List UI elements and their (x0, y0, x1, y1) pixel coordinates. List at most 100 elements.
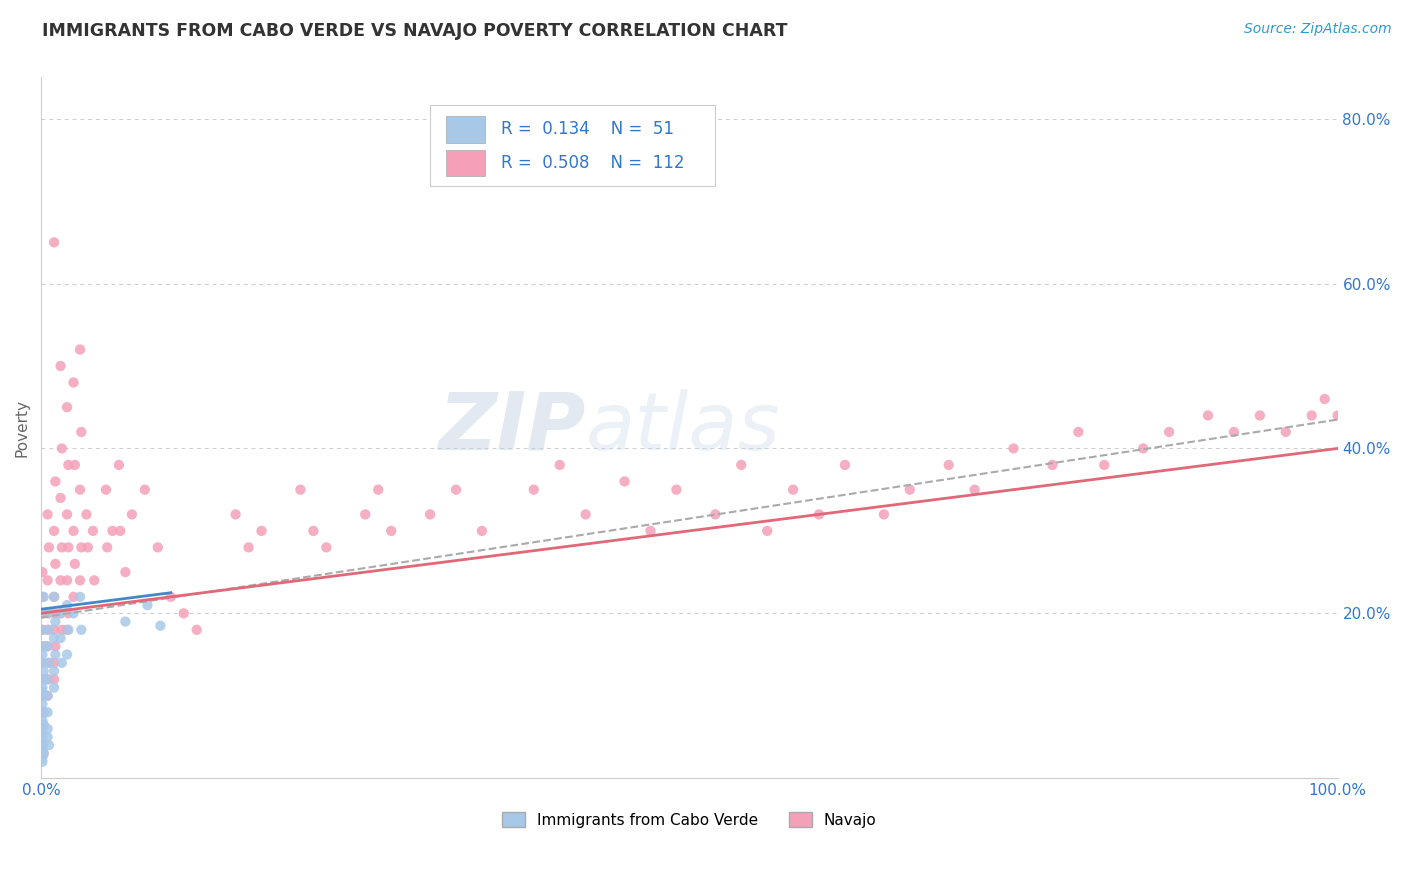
Point (31, 738, 53, 752)
Point (159, 590, 181, 604)
Point (1223, 425, 1246, 439)
Point (31, 722, 53, 736)
Point (380, 524, 402, 538)
Point (94, 483, 117, 497)
Point (32, 747, 55, 761)
Point (37, 706, 59, 720)
Point (42, 235, 65, 250)
Point (42, 673, 65, 687)
Point (1002, 442, 1025, 456)
Point (42, 631, 65, 645)
Point (756, 524, 779, 538)
Point (58, 623, 80, 637)
Point (56, 648, 79, 662)
Point (70, 623, 93, 637)
Point (51, 442, 73, 456)
Point (42, 524, 65, 538)
Point (42, 590, 65, 604)
Point (38, 738, 60, 752)
Point (96, 541, 118, 555)
Point (782, 483, 804, 497)
Point (62, 607, 84, 621)
Text: IMMIGRANTS FROM CABO VERDE VS NAVAJO POVERTY CORRELATION CHART: IMMIGRANTS FROM CABO VERDE VS NAVAJO POV… (42, 22, 787, 40)
Point (31, 648, 53, 662)
Point (51, 656, 73, 670)
Point (32, 706, 55, 720)
Point (134, 483, 156, 497)
Point (31, 730, 53, 744)
Point (32, 747, 55, 761)
Point (238, 541, 260, 555)
Point (640, 524, 662, 538)
Point (354, 508, 377, 522)
Point (31, 673, 53, 687)
Point (173, 607, 195, 621)
Point (367, 483, 389, 497)
Point (186, 623, 208, 637)
Point (290, 483, 312, 497)
Point (56, 574, 79, 588)
Point (37, 730, 59, 744)
Point (32, 640, 55, 654)
Point (1313, 392, 1336, 406)
Point (31, 656, 53, 670)
Text: atlas: atlas (586, 389, 780, 467)
Point (42, 656, 65, 670)
Point (898, 483, 921, 497)
Point (56, 401, 79, 415)
Point (83, 574, 105, 588)
Point (70, 425, 93, 439)
Point (1092, 458, 1115, 472)
Point (42, 623, 65, 637)
Point (419, 508, 441, 522)
Point (49, 359, 72, 373)
Point (38, 607, 60, 621)
Point (808, 508, 831, 522)
Point (32, 717, 55, 731)
Point (31, 734, 53, 748)
Point (37, 640, 59, 654)
Point (49, 631, 72, 645)
Point (62, 590, 84, 604)
Point (31, 681, 53, 695)
Point (38, 656, 60, 670)
Point (613, 475, 636, 489)
Point (42, 664, 65, 678)
Point (31, 656, 53, 670)
Point (1159, 425, 1181, 439)
Point (730, 458, 752, 472)
Point (62, 524, 84, 538)
Point (31, 684, 53, 698)
Point (31, 623, 53, 637)
Bar (446, 116, 485, 143)
Point (38, 656, 60, 670)
Point (31, 607, 53, 621)
Point (1249, 409, 1271, 423)
Point (38, 623, 60, 637)
Point (302, 524, 325, 538)
Point (1274, 425, 1296, 439)
Bar (446, 150, 485, 177)
Point (31, 590, 53, 604)
Point (49, 491, 72, 505)
Point (834, 458, 856, 472)
Point (62, 376, 84, 390)
Point (114, 565, 136, 579)
Point (114, 615, 136, 629)
Point (1067, 425, 1090, 439)
Point (76, 541, 98, 555)
Point (444, 483, 467, 497)
Point (49, 574, 72, 588)
Point (44, 640, 66, 654)
Point (37, 689, 59, 703)
Point (37, 689, 59, 703)
Point (44, 648, 66, 662)
Point (108, 524, 131, 538)
Point (32, 640, 55, 654)
Point (31, 565, 53, 579)
Point (37, 640, 59, 654)
Point (37, 722, 59, 736)
Point (121, 508, 143, 522)
Point (31, 697, 53, 711)
Point (32, 607, 55, 621)
